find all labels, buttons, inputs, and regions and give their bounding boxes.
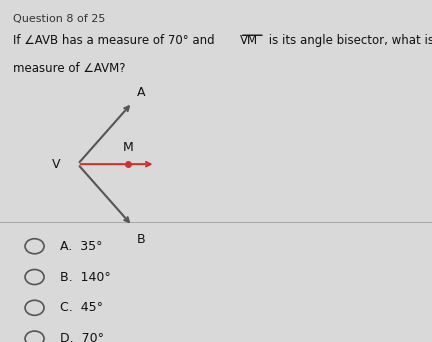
Text: Question 8 of 25: Question 8 of 25 <box>13 14 105 24</box>
Text: measure of ∠AVM?: measure of ∠AVM? <box>13 62 125 75</box>
Text: B: B <box>137 233 145 246</box>
Text: V: V <box>52 158 60 171</box>
Text: B.  140°: B. 140° <box>60 271 111 284</box>
Text: C.  45°: C. 45° <box>60 301 104 314</box>
Text: If ∠AVB has a measure of 70° and: If ∠AVB has a measure of 70° and <box>13 34 218 47</box>
Text: is its angle bisector, what is the: is its angle bisector, what is the <box>265 34 432 47</box>
Text: A: A <box>137 86 145 99</box>
Text: M: M <box>123 141 133 154</box>
Text: VM: VM <box>240 34 258 47</box>
Text: A.  35°: A. 35° <box>60 240 103 253</box>
Text: D.  70°: D. 70° <box>60 332 105 342</box>
